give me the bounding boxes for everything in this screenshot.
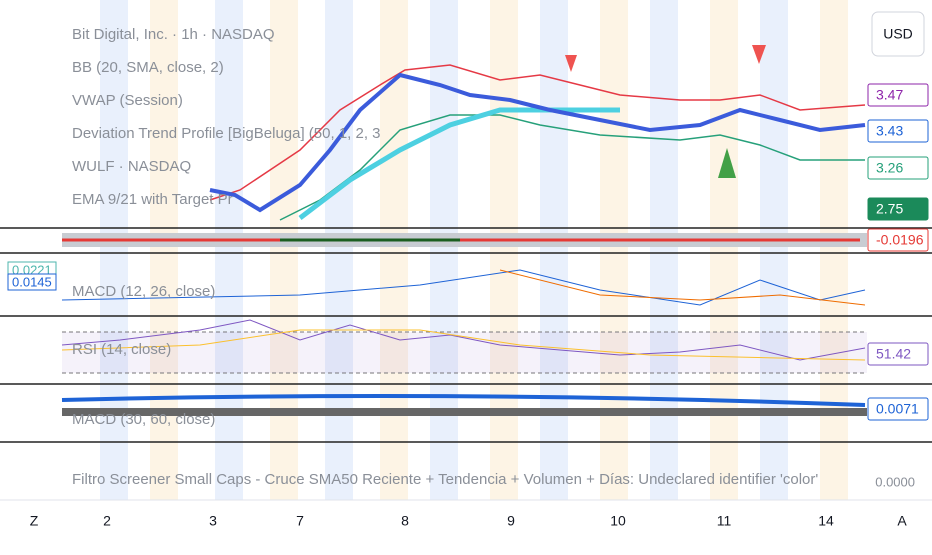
- session-stripe: [600, 0, 628, 500]
- rsi-fill: [62, 332, 867, 373]
- symbol: Bit Digital, Inc. · 1h · NASDAQ: [72, 26, 275, 43]
- indicator-label: VWAP (Session): [72, 92, 183, 109]
- x-axis-label: 8: [401, 513, 409, 529]
- session-stripe: [270, 0, 298, 500]
- macd-slow-band: [62, 408, 867, 416]
- price-line: [209, 72, 866, 213]
- session-stripe: [325, 0, 353, 500]
- sell-arrow: [752, 45, 766, 64]
- session-stripe: [540, 0, 568, 500]
- error-message: Filtro Screener Small Caps - Cruce SMA50…: [72, 471, 818, 488]
- macd-slow-line: [61, 394, 866, 407]
- pane-label: MACD (30, 60, close): [72, 411, 215, 428]
- x-axis-label: 7: [296, 513, 304, 529]
- price-label: 0.0071: [876, 401, 919, 417]
- x-axis-label: 10: [610, 513, 626, 529]
- session-stripe: [215, 0, 243, 500]
- bb-lower: [279, 114, 865, 221]
- price-label-box: [867, 119, 929, 143]
- price-label: 3.47: [876, 87, 903, 103]
- price-label: -0.0196: [876, 232, 924, 248]
- x-axis-label: 2: [103, 513, 111, 529]
- pane-label: MACD (12, 26, close): [72, 283, 215, 300]
- currency: USD: [883, 26, 913, 42]
- left-label-box: [7, 273, 57, 291]
- price-label: 3.43: [876, 123, 903, 139]
- x-axis-label: 11: [717, 513, 732, 529]
- indicator-label: Deviation Trend Profile [BigBeluga] (50,…: [72, 125, 381, 142]
- bb-upper: [209, 64, 866, 201]
- session-stripe: [430, 0, 458, 500]
- price-label: 3.26: [876, 160, 903, 176]
- indicator-label: EMA 9/21 with Target Pr: [72, 191, 233, 208]
- session-stripe: [380, 0, 408, 500]
- price-label-box: [867, 397, 929, 421]
- rsi-ma: [61, 329, 866, 361]
- session-stripe: [710, 0, 738, 500]
- currency-button[interactable]: [871, 11, 925, 57]
- sell-arrow: [565, 55, 577, 72]
- session-stripe: [100, 0, 128, 500]
- signal-line: [499, 269, 866, 306]
- x-axis-label: 3: [209, 513, 217, 529]
- session-stripe: [650, 0, 678, 500]
- scale-value: 0.0000: [875, 474, 915, 489]
- price-label-box: [867, 228, 929, 252]
- macd-line: [61, 269, 866, 306]
- price-label-box: [867, 197, 929, 221]
- x-axis-label: A: [897, 513, 907, 529]
- buy-arrow: [718, 148, 736, 178]
- session-stripe: [150, 0, 178, 500]
- price-label-box: [867, 156, 929, 180]
- left-label: 0.0145: [12, 274, 52, 289]
- x-axis-label: Z: [30, 513, 39, 529]
- x-axis-label: 14: [818, 513, 834, 529]
- indicator-label: BB (20, SMA, close, 2): [72, 59, 224, 76]
- price-label: 2.75: [876, 201, 903, 217]
- price-label: 51.42: [876, 346, 911, 362]
- price-label-box: [867, 342, 929, 366]
- indicator-label: WULF · NASDAQ: [72, 158, 191, 175]
- session-stripe: [820, 0, 848, 500]
- pane-label: RSI (14, close): [72, 341, 171, 358]
- session-stripe: [760, 0, 788, 500]
- session-stripe: [490, 0, 518, 500]
- x-axis-label: 9: [507, 513, 515, 529]
- price-label-box: [867, 83, 929, 107]
